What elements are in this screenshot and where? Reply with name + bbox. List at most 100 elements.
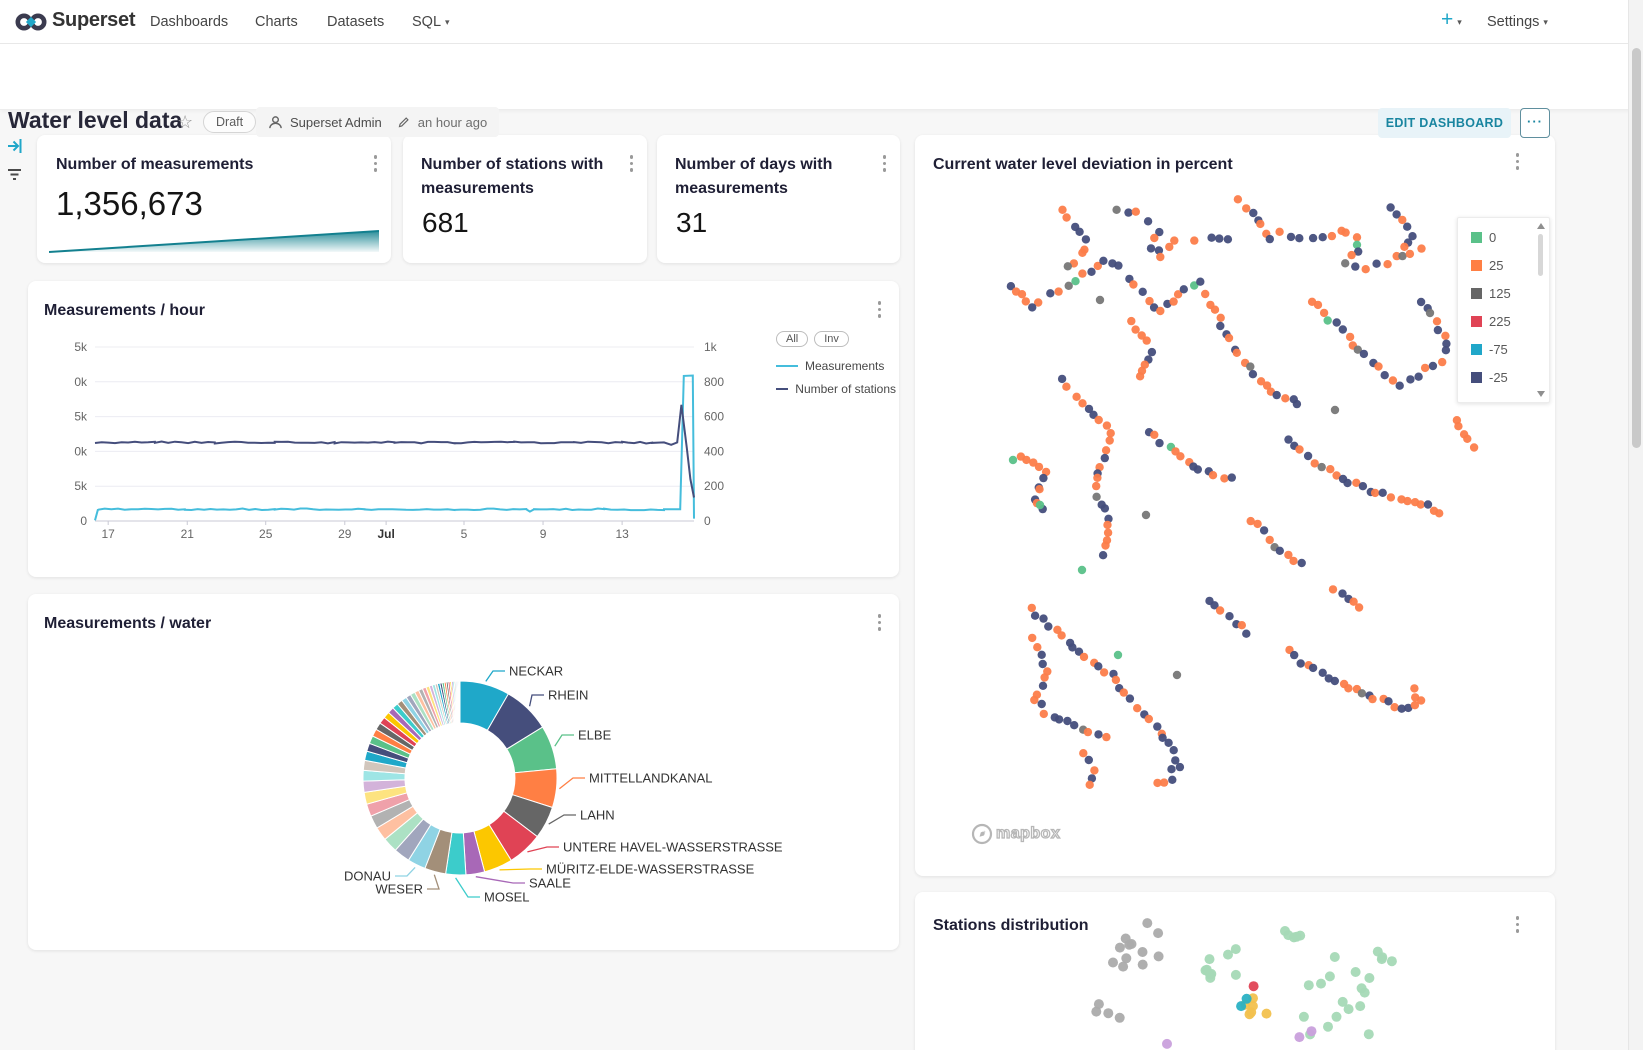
nav-item-charts[interactable]: Charts — [255, 14, 298, 30]
map-point — [1118, 961, 1129, 972]
chart-options-kebab-icon[interactable] — [629, 155, 633, 175]
map-point — [1142, 336, 1151, 345]
map-point — [1284, 550, 1293, 560]
legend-scrollbar[interactable] — [1535, 221, 1547, 399]
map-point — [1075, 227, 1084, 236]
more-options-button[interactable]: ··· — [1520, 108, 1550, 138]
map-point — [1233, 195, 1243, 204]
map-point — [1330, 676, 1339, 686]
chart-options-kebab-icon[interactable] — [373, 155, 377, 175]
legend-inv-button[interactable]: Inv — [814, 331, 849, 347]
brand-name[interactable]: Superset — [52, 9, 136, 31]
donut-slice[interactable] — [458, 680, 461, 724]
map-point — [1372, 946, 1383, 957]
nav-item-sql[interactable]: SQL ▾ — [412, 14, 450, 30]
map-point — [1308, 663, 1318, 673]
map-legend-item[interactable]: 225 — [1471, 314, 1549, 329]
map-point — [1008, 455, 1018, 465]
map-point — [1248, 981, 1259, 992]
donut-slice-label: DONAU — [344, 869, 391, 884]
edit-dashboard-button[interactable]: EDIT DASHBOARD — [1378, 108, 1511, 138]
nav-item-dashboards[interactable]: Dashboards — [150, 14, 229, 30]
map-point — [1156, 306, 1165, 316]
map-point — [1403, 222, 1412, 231]
scroll-down-icon[interactable] — [1537, 391, 1545, 397]
map-point — [1046, 289, 1055, 298]
map-legend-item[interactable]: 25 — [1471, 258, 1549, 273]
scrollbar-thumb[interactable] — [1632, 48, 1641, 448]
legend-swatch — [1471, 260, 1482, 271]
legend-entry[interactable]: Number of stations — [776, 382, 896, 396]
map-point — [1295, 445, 1304, 454]
y-axis-tick: 10k — [74, 444, 88, 458]
scroll-thumb[interactable] — [1538, 234, 1543, 276]
settings-menu[interactable]: Settings ▾ — [1487, 14, 1548, 30]
map-point — [1102, 421, 1112, 430]
map-point — [1037, 650, 1046, 659]
mapbox-logo-icon — [971, 823, 993, 845]
map-point — [1392, 210, 1401, 219]
map-point — [1347, 250, 1356, 260]
map-point — [1027, 603, 1036, 613]
map-point — [1283, 930, 1294, 941]
map-point — [1208, 471, 1218, 480]
label-leader-line — [558, 777, 585, 790]
scatter-map-plot — [1091, 918, 1397, 1049]
map-point — [1261, 1008, 1272, 1019]
map-point — [1034, 462, 1044, 472]
chevron-down-icon: ▾ — [1543, 17, 1548, 27]
legend-all-button[interactable]: All — [776, 331, 809, 347]
expand-filter-bar-icon[interactable] — [5, 136, 25, 161]
map-point — [1071, 277, 1080, 286]
map-point — [1207, 233, 1216, 242]
chart-options-kebab-icon[interactable] — [1515, 153, 1519, 173]
map-point — [1193, 465, 1202, 474]
pencil-icon — [398, 117, 409, 128]
map-point — [1441, 331, 1450, 340]
map-point — [1074, 647, 1084, 656]
map-point — [1290, 650, 1299, 660]
map-point — [1101, 446, 1111, 455]
top-navbar: Superset Dashboards Charts Datasets SQL ▾… — [0, 0, 1643, 44]
map-point — [1416, 297, 1426, 307]
chart-options-kebab-icon[interactable] — [877, 301, 881, 321]
map-point — [1265, 535, 1274, 545]
filter-icon[interactable] — [5, 164, 25, 189]
map-point — [1411, 693, 1420, 702]
nav-item-datasets[interactable]: Datasets — [327, 14, 385, 30]
map-point — [1028, 633, 1037, 643]
chart-title: Measurements / hour — [44, 302, 205, 319]
y-axis-tick: 0 — [704, 514, 711, 528]
map-point — [1359, 349, 1369, 359]
scroll-up-icon[interactable] — [1537, 223, 1545, 229]
favorite-star-icon[interactable]: ☆ — [177, 112, 194, 132]
chart-options-kebab-icon[interactable] — [1515, 916, 1519, 936]
page-scrollbar[interactable] — [1628, 0, 1643, 1050]
chart-options-kebab-icon[interactable] — [882, 155, 886, 175]
map-legend-item[interactable]: 0 — [1471, 230, 1549, 245]
superset-logo-icon[interactable] — [14, 11, 48, 38]
map-point — [1167, 765, 1176, 774]
legend-label: 25 — [1489, 258, 1504, 273]
map-legend-item[interactable]: 125 — [1471, 286, 1549, 301]
map-point — [1353, 345, 1362, 354]
map-point — [1296, 659, 1305, 668]
map-point — [1230, 969, 1241, 980]
chart-options-kebab-icon[interactable] — [877, 614, 881, 634]
owner-name[interactable]: Superset Admin — [290, 114, 382, 130]
new-item-button[interactable]: + ▾ — [1441, 8, 1462, 31]
mapbox-attribution[interactable]: mapbox — [971, 823, 1060, 845]
map-point — [1062, 382, 1071, 391]
y-axis-tick: 200 — [704, 479, 724, 493]
map-point — [1463, 434, 1472, 443]
map-point — [1295, 234, 1304, 243]
map-legend-item[interactable]: -25 — [1471, 370, 1549, 385]
legend-entry[interactable]: Measurements — [776, 359, 896, 373]
map-point — [1432, 317, 1442, 326]
map-point — [1364, 973, 1375, 983]
map-point — [1094, 730, 1103, 739]
map-point — [1054, 287, 1063, 296]
last-modified[interactable]: an hour ago — [417, 114, 488, 130]
map-legend-item[interactable]: -75 — [1471, 342, 1549, 357]
label-leader-line — [527, 846, 559, 853]
